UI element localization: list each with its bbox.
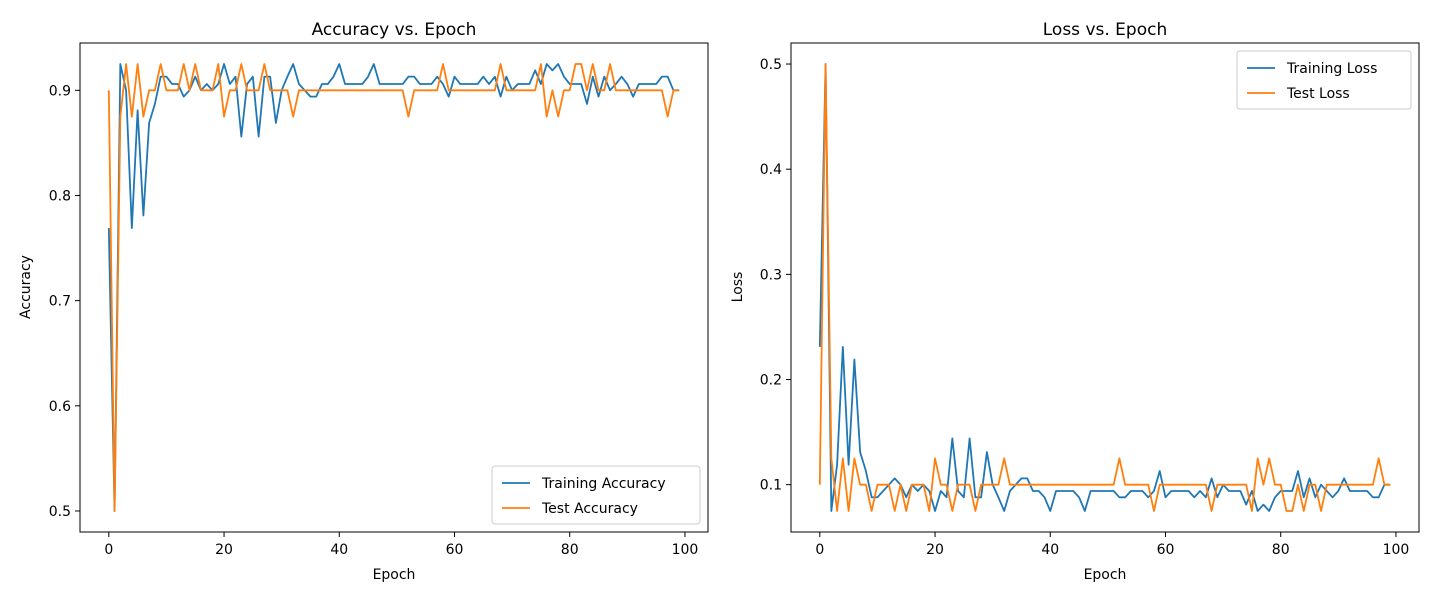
legend-box <box>491 465 701 525</box>
y-tick-label: 0.6 <box>49 399 71 415</box>
y-tick-label: 0.7 <box>49 294 71 310</box>
x-tick-label: 20 <box>926 542 944 558</box>
legend-label: Test Accuracy <box>541 501 638 517</box>
series-lines <box>107 63 680 512</box>
legend-label: Training Loss <box>1286 61 1377 77</box>
x-tick-label: 100 <box>1383 542 1410 558</box>
x-tick-label: 80 <box>1272 542 1290 558</box>
legend: Training Accuracy Test Accuracy <box>491 465 701 525</box>
x-tick-label: 80 <box>561 542 579 558</box>
series-line-test-accuracy <box>107 63 680 512</box>
x-tick-label: 100 <box>672 542 699 558</box>
series-line-test-loss <box>818 63 1391 512</box>
loss-chart: Loss vs. Epoch Epoch Loss 0 20 40 60 80 100 0.… <box>730 20 1420 583</box>
y-tick-label: 0.3 <box>760 267 782 283</box>
series-line-training-accuracy <box>107 63 680 512</box>
x-tick-label: 40 <box>330 542 348 558</box>
legend-box <box>1236 50 1412 110</box>
y-tick-label: 0.5 <box>760 57 782 73</box>
accuracy-chart: Accuracy vs. Epoch Epoch Accuracy 0 20 40 6… <box>18 20 709 583</box>
y-tick-label: 0.1 <box>760 478 782 494</box>
x-tick-label: 60 <box>446 542 464 558</box>
x-axis-label: Epoch <box>373 567 416 583</box>
x-tick-label: 60 <box>1157 542 1175 558</box>
y-tick-label: 0.2 <box>760 373 782 389</box>
y-axis-label: Accuracy <box>18 255 34 319</box>
plot-frame <box>79 42 709 533</box>
chart-title: Accuracy vs. Epoch <box>312 20 477 40</box>
y-tick-label: 0.4 <box>760 162 782 178</box>
plot-frame <box>790 42 1420 533</box>
x-tick-label: 0 <box>104 542 113 558</box>
chart-title: Loss vs. Epoch <box>1043 20 1167 40</box>
y-axis-label: Loss <box>730 272 746 303</box>
x-tick-label: 40 <box>1041 542 1059 558</box>
x-tick-label: 0 <box>815 542 824 558</box>
series-line-training-loss <box>818 63 1391 512</box>
series-lines <box>818 63 1391 512</box>
x-tick-label: 20 <box>215 542 233 558</box>
y-tick-label: 0.8 <box>49 188 71 204</box>
legend-label: Training Accuracy <box>541 476 666 492</box>
x-axis-label: Epoch <box>1084 567 1127 583</box>
legend: Training Loss Test Loss <box>1236 50 1412 110</box>
legend-label: Test Loss <box>1286 86 1350 102</box>
y-tick-label: 0.9 <box>49 83 71 99</box>
y-tick-label: 0.5 <box>49 504 71 520</box>
